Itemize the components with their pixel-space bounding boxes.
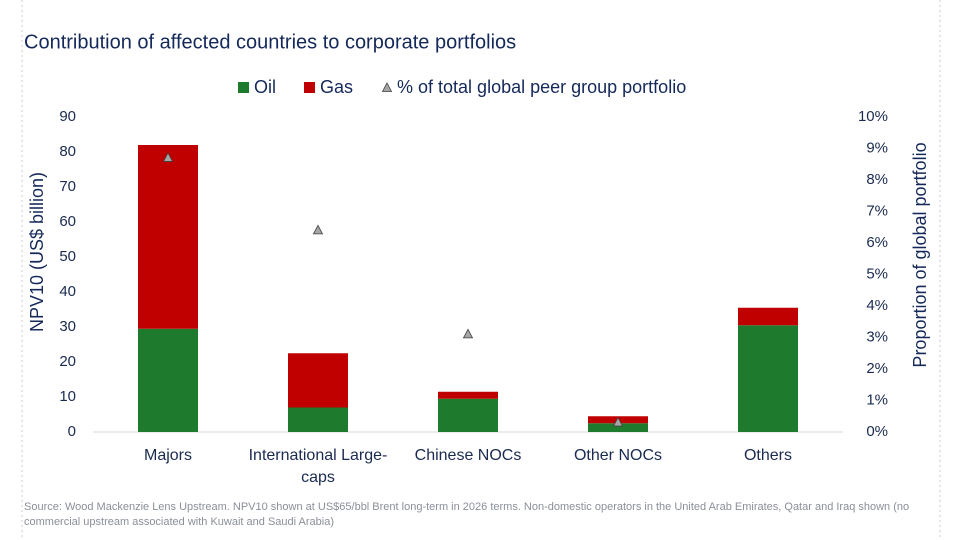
y2-axis-title: Proportion of global portfolio bbox=[910, 142, 930, 367]
bar-segment bbox=[588, 423, 648, 432]
y-tick-label: 60 bbox=[59, 213, 76, 230]
y-tick-label: 70 bbox=[59, 178, 76, 195]
chart-title: Contribution of affected countries to co… bbox=[24, 31, 516, 53]
y-tick-label: 40 bbox=[59, 283, 76, 300]
bar-segment bbox=[738, 307, 798, 326]
y-tick-label: 20 bbox=[59, 353, 76, 370]
marker bbox=[312, 224, 324, 235]
y2-tick-label: 9% bbox=[866, 139, 888, 156]
y2-tick-label: 0% bbox=[866, 423, 888, 440]
y2-tick-label: 3% bbox=[866, 328, 888, 345]
y-tick-label: 0 bbox=[68, 423, 76, 440]
legend-label: Gas bbox=[320, 77, 353, 97]
legend-marker bbox=[381, 82, 393, 92]
y2-tick-label: 4% bbox=[866, 297, 888, 314]
y-tick-label: 30 bbox=[59, 318, 76, 335]
y2-tick-label: 8% bbox=[866, 171, 888, 188]
bar-segment bbox=[438, 391, 498, 399]
x-tick-label: Others bbox=[743, 447, 792, 464]
marker bbox=[612, 416, 624, 427]
y-tick-label: 10 bbox=[59, 388, 76, 405]
bar-segment bbox=[288, 353, 348, 408]
bar-segment bbox=[438, 398, 498, 432]
bar-segment bbox=[738, 325, 798, 432]
y-axis-title: NPV10 (US$ billion) bbox=[27, 172, 47, 332]
y2-tick-label: 7% bbox=[866, 202, 888, 219]
bar-segment bbox=[138, 145, 198, 329]
x-tick-label: Majors bbox=[143, 447, 192, 464]
legend-label: % of total global peer group portfolio bbox=[397, 77, 686, 97]
legend-swatch bbox=[304, 82, 315, 93]
x-tick-label: Chinese NOCs bbox=[414, 447, 522, 464]
bar-segment bbox=[288, 407, 348, 432]
x-tick-label: Other NOCs bbox=[573, 447, 662, 464]
marker bbox=[462, 328, 474, 339]
y-tick-label: 80 bbox=[59, 143, 76, 160]
marker bbox=[162, 152, 174, 162]
y2-tick-label: 6% bbox=[866, 234, 888, 251]
bar-segment bbox=[138, 328, 198, 432]
legend-swatch bbox=[238, 82, 249, 93]
legend-label: Oil bbox=[254, 77, 276, 97]
y-tick-label: 90 bbox=[59, 108, 76, 125]
y2-tick-label: 5% bbox=[866, 265, 888, 282]
y2-tick-label: 2% bbox=[866, 360, 888, 377]
y2-tick-label: 1% bbox=[866, 391, 888, 408]
source-note: Source: Wood Mackenzie Lens Upstream. NP… bbox=[24, 501, 910, 528]
y2-tick-label: 10% bbox=[858, 108, 888, 125]
y-tick-label: 50 bbox=[59, 248, 76, 265]
x-tick-label: International Large-caps bbox=[248, 447, 388, 486]
